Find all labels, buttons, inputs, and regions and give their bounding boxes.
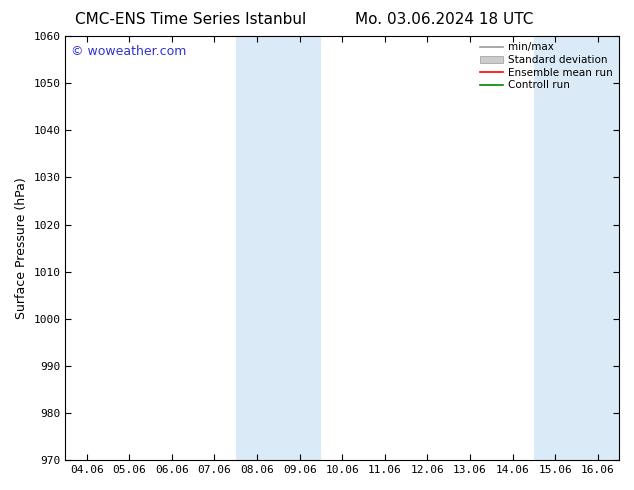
Text: CMC-ENS Time Series Istanbul: CMC-ENS Time Series Istanbul <box>75 12 306 27</box>
Bar <box>236 36 278 460</box>
Y-axis label: Surface Pressure (hPa): Surface Pressure (hPa) <box>15 177 28 319</box>
Text: Mo. 03.06.2024 18 UTC: Mo. 03.06.2024 18 UTC <box>354 12 533 27</box>
Text: © woweather.com: © woweather.com <box>71 45 186 58</box>
Bar <box>278 36 321 460</box>
Legend: min/max, Standard deviation, Ensemble mean run, Controll run: min/max, Standard deviation, Ensemble me… <box>476 38 617 95</box>
Bar <box>576 36 619 460</box>
Bar <box>534 36 576 460</box>
